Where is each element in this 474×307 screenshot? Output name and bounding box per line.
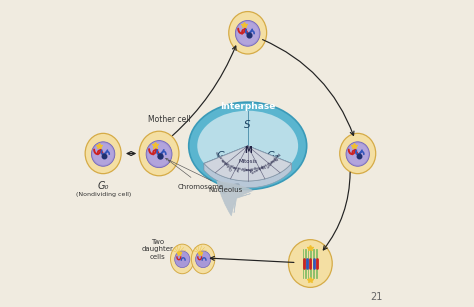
- Ellipse shape: [146, 141, 172, 168]
- Ellipse shape: [139, 131, 179, 176]
- Text: G₁: G₁: [216, 151, 228, 161]
- Text: Nucleolus: Nucleolus: [208, 187, 243, 193]
- Text: Mother cell: Mother cell: [148, 115, 191, 124]
- Text: Anaphase: Anaphase: [231, 164, 253, 171]
- Text: Mitosis: Mitosis: [238, 159, 257, 164]
- Ellipse shape: [229, 12, 267, 54]
- Ellipse shape: [347, 143, 368, 165]
- Text: 21: 21: [370, 292, 382, 302]
- Text: S: S: [245, 120, 251, 130]
- Ellipse shape: [171, 244, 194, 274]
- Ellipse shape: [175, 251, 190, 268]
- Ellipse shape: [289, 240, 332, 287]
- Ellipse shape: [196, 251, 210, 268]
- Ellipse shape: [85, 133, 121, 174]
- Text: Prometaphase: Prometaphase: [249, 155, 278, 174]
- Text: Chromosome: Chromosome: [178, 184, 224, 190]
- Ellipse shape: [147, 142, 171, 166]
- Text: M: M: [244, 146, 252, 155]
- Text: G₂: G₂: [267, 151, 279, 161]
- FancyArrowPatch shape: [323, 173, 350, 250]
- Ellipse shape: [191, 244, 215, 274]
- Text: Prophase: Prophase: [264, 151, 280, 169]
- Polygon shape: [204, 146, 292, 181]
- Polygon shape: [248, 146, 292, 170]
- Text: Cytokinesis: Cytokinesis: [214, 149, 233, 171]
- Ellipse shape: [340, 133, 376, 174]
- FancyArrowPatch shape: [173, 46, 236, 136]
- Text: (Nondividing cell): (Nondividing cell): [75, 192, 131, 197]
- FancyArrowPatch shape: [263, 40, 354, 135]
- Text: Interphase: Interphase: [220, 102, 275, 111]
- Ellipse shape: [91, 142, 115, 166]
- FancyArrowPatch shape: [221, 185, 237, 192]
- Ellipse shape: [93, 143, 114, 165]
- Ellipse shape: [189, 102, 307, 189]
- Ellipse shape: [237, 22, 259, 45]
- Ellipse shape: [197, 111, 298, 181]
- Text: Metaphase: Metaphase: [241, 163, 265, 171]
- FancyArrowPatch shape: [217, 181, 253, 216]
- Polygon shape: [204, 163, 292, 188]
- Text: Two
daughter
cells: Two daughter cells: [142, 239, 173, 260]
- Text: G₀: G₀: [98, 181, 109, 191]
- Ellipse shape: [346, 142, 369, 166]
- Text: Telophase: Telophase: [222, 157, 242, 172]
- Polygon shape: [204, 146, 248, 170]
- Ellipse shape: [236, 21, 260, 46]
